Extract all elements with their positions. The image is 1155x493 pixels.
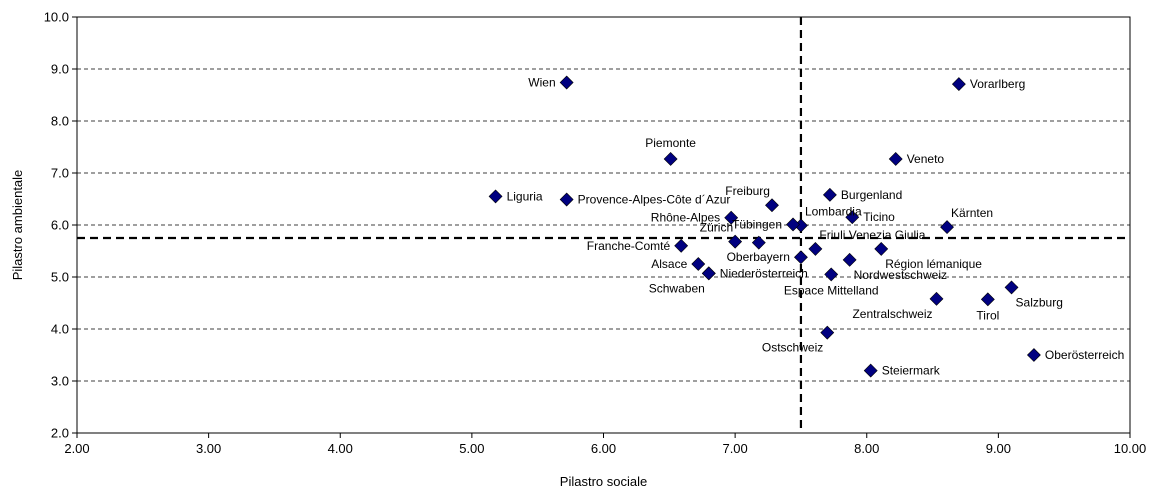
x-tick-label: 7.00 <box>722 441 747 456</box>
plot-area-border <box>76 16 1131 434</box>
point-label: Espace Mittelland <box>784 283 879 297</box>
point-label: Nordwestschweiz <box>854 268 947 282</box>
point-label: Ticino <box>863 210 895 224</box>
point-label: Burgenland <box>841 188 902 202</box>
data-point-marker <box>842 252 857 267</box>
data-point-marker <box>980 292 995 307</box>
data-point-marker <box>488 189 503 204</box>
data-point-marker <box>940 220 954 235</box>
data-point-marker <box>874 241 889 256</box>
data-point-marker <box>1004 280 1019 295</box>
data-point-marker <box>822 187 837 202</box>
point-label: Steiermark <box>882 364 941 378</box>
point-label: Lombardia <box>805 205 862 219</box>
x-tick-label: 10.00 <box>1114 441 1147 456</box>
data-point-marker <box>751 235 766 250</box>
y-tick-label: 5.0 <box>51 270 69 285</box>
data-point-marker <box>794 250 808 265</box>
gridlines <box>77 68 1130 382</box>
point-label: Zürich <box>700 221 733 235</box>
y-axis-title: Pilastro ambientale <box>10 170 25 281</box>
point-label: Niederösterreich <box>720 266 808 280</box>
x-tick-label: 5.00 <box>459 441 484 456</box>
data-point-marker <box>951 77 966 92</box>
x-tick-label: 8.00 <box>854 441 879 456</box>
x-tick-label: 2.00 <box>64 441 89 456</box>
y-tick-label: 3.0 <box>51 374 69 389</box>
data-point-marker <box>888 152 903 166</box>
point-label: Piemonte <box>645 136 696 150</box>
point-label: Veneto <box>907 152 945 166</box>
data-point-marker <box>863 363 878 378</box>
point-label: Friuli Venezia Giulia <box>819 228 925 242</box>
point-label: Wien <box>528 76 555 90</box>
point-label: Alsace <box>651 257 687 271</box>
data-point-marker <box>824 267 839 282</box>
x-axis-title: Pilastro sociale <box>560 474 647 489</box>
point-label: Zentralschweiz <box>852 307 932 321</box>
x-tick-label: 3.00 <box>196 441 221 456</box>
data-point-marker <box>559 192 574 207</box>
point-label: Salzburg <box>1016 295 1063 309</box>
point-label: Ostschweiz <box>762 341 823 355</box>
y-tick-label: 8.0 <box>51 114 69 129</box>
data-point-marker <box>765 198 779 213</box>
y-tick-label: 2.0 <box>51 426 69 441</box>
axes: 2.0 3.0 4.0 5.0 6.0 7.0 8.0 9.0 10.0 2.00 3.00 4.00… <box>44 10 1147 457</box>
x-tick-label: 9.00 <box>986 441 1011 456</box>
y-tick-label: 7.0 <box>51 166 69 181</box>
data-point-marker <box>728 234 743 249</box>
point-label: Rhône-Alpes <box>651 211 720 225</box>
point-labels: Wien Vorarlberg Piemonte Veneto Liguria Prove… <box>507 76 1125 378</box>
point-label: Liguria <box>507 189 543 203</box>
data-point-marker <box>724 210 739 225</box>
y-tick-label: 6.0 <box>51 218 69 233</box>
x-tick-label: 4.00 <box>328 441 353 456</box>
data-point-marker <box>701 266 716 281</box>
data-point-marker <box>674 238 689 253</box>
data-point-marker <box>559 75 574 90</box>
point-label: Vorarlberg <box>970 77 1025 91</box>
data-point-marker <box>663 152 678 166</box>
data-point-marker <box>808 241 823 256</box>
point-label: Tübingen <box>732 217 782 231</box>
data-point-marker <box>691 257 706 271</box>
point-label: Tirol <box>976 308 999 322</box>
data-point-marker <box>820 325 835 340</box>
data-points <box>488 75 1041 378</box>
point-label: Oberösterreich <box>1045 348 1124 362</box>
point-label: Freiburg <box>725 184 770 198</box>
point-label: Provence-Alpes-Côte d´Azur <box>578 193 731 207</box>
point-label: Franche-Comté <box>587 239 671 253</box>
y-tick-label: 9.0 <box>51 62 69 77</box>
y-tick-label: 4.0 <box>51 322 69 337</box>
point-label: Kärnten <box>951 206 993 220</box>
point-label: Schwaben <box>649 281 705 295</box>
data-point-marker <box>786 217 800 232</box>
point-label: Région lémanique <box>885 257 982 271</box>
data-point-marker <box>845 210 860 225</box>
y-tick-label: 10.0 <box>44 10 69 25</box>
data-point-marker <box>929 291 944 306</box>
x-tick-label: 6.00 <box>591 441 616 456</box>
data-point-marker <box>1026 348 1041 362</box>
point-label: Oberbayern <box>727 250 790 264</box>
